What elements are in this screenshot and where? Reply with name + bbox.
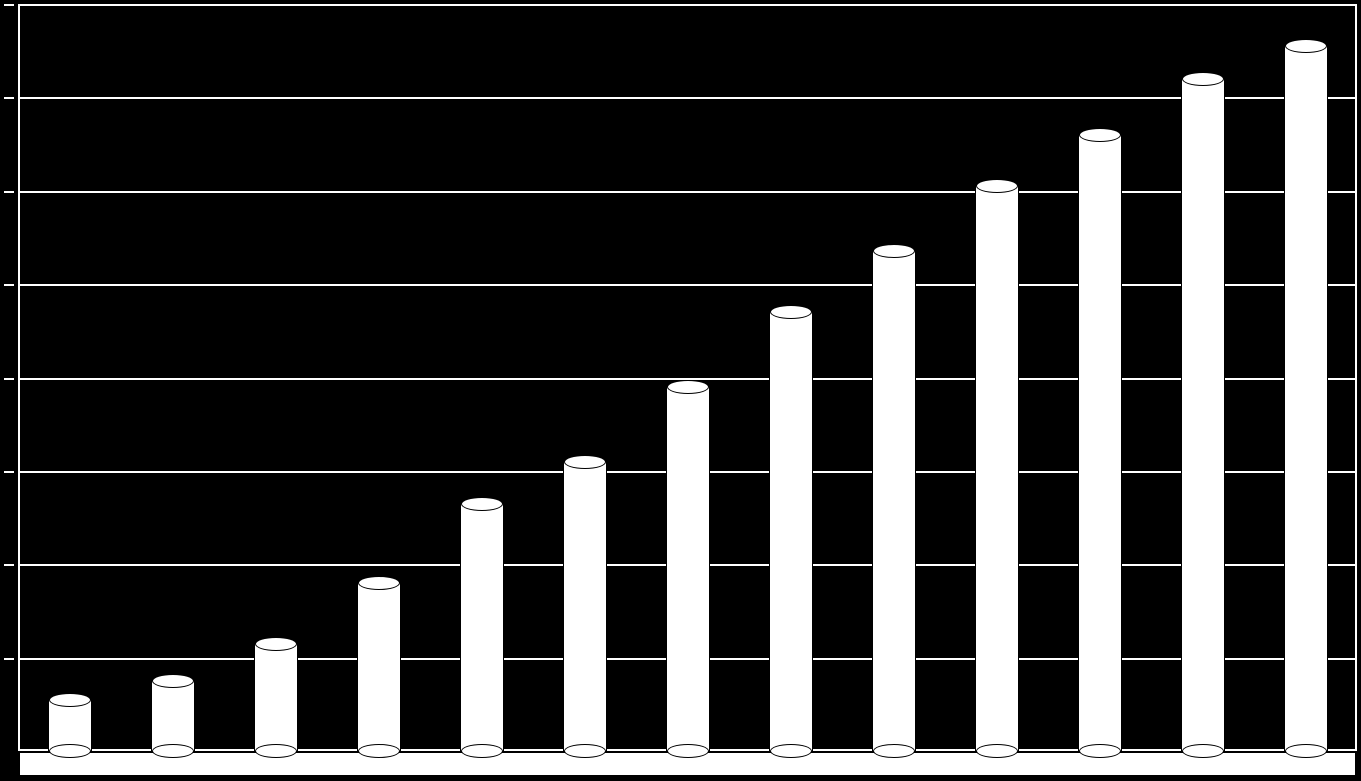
- bar-body: [151, 681, 195, 751]
- y-tick: [4, 191, 14, 193]
- bar-body: [1181, 79, 1225, 751]
- bar-base-ellipse: [873, 744, 915, 758]
- bar-body: [769, 312, 813, 751]
- bar: [842, 4, 945, 751]
- bar: [224, 4, 327, 751]
- bar-top-ellipse: [152, 674, 194, 688]
- bar: [1151, 4, 1254, 751]
- bar: [430, 4, 533, 751]
- bar-top-ellipse: [255, 637, 297, 651]
- bar-base-ellipse: [1285, 744, 1327, 758]
- y-tick: [4, 658, 14, 660]
- bar-base-ellipse: [1182, 744, 1224, 758]
- bar-top-ellipse: [873, 244, 915, 258]
- y-tick: [4, 471, 14, 473]
- bar-top-ellipse: [976, 179, 1018, 193]
- bar-body: [666, 387, 710, 751]
- y-tick: [4, 564, 14, 566]
- bar-top-ellipse: [461, 497, 503, 511]
- bar-body: [975, 186, 1019, 751]
- bar: [1254, 4, 1357, 751]
- bar-top-ellipse: [564, 455, 606, 469]
- bar-body: [460, 504, 504, 751]
- bar-base-ellipse: [461, 744, 503, 758]
- bar-base-ellipse: [1079, 744, 1121, 758]
- bar-base-ellipse: [152, 744, 194, 758]
- bar-body: [48, 700, 92, 751]
- bar: [636, 4, 739, 751]
- bar-body: [1078, 135, 1122, 751]
- bar: [1048, 4, 1151, 751]
- bar-top-ellipse: [1079, 128, 1121, 142]
- bar-base-ellipse: [255, 744, 297, 758]
- bar-top-ellipse: [49, 693, 91, 707]
- bar: [533, 4, 636, 751]
- bar-body: [872, 251, 916, 751]
- bar-base-ellipse: [358, 744, 400, 758]
- bar: [327, 4, 430, 751]
- bar-top-ellipse: [1285, 39, 1327, 53]
- bars-container: [18, 4, 1357, 751]
- bar-top-ellipse: [770, 305, 812, 319]
- bar: [739, 4, 842, 751]
- bar-top-ellipse: [358, 576, 400, 590]
- bar: [121, 4, 224, 751]
- bar-body: [254, 644, 298, 751]
- bar-base-ellipse: [770, 744, 812, 758]
- bar: [18, 4, 121, 751]
- y-tick: [4, 4, 14, 6]
- bar-body: [1284, 46, 1328, 751]
- bar-body: [563, 462, 607, 751]
- bar-top-ellipse: [667, 380, 709, 394]
- bar-chart: [0, 0, 1361, 781]
- bar-body: [357, 583, 401, 751]
- plot-area: [18, 4, 1357, 777]
- y-tick: [4, 97, 14, 99]
- y-tick: [4, 284, 14, 286]
- bar-top-ellipse: [1182, 72, 1224, 86]
- bar-base-ellipse: [564, 744, 606, 758]
- bar-base-ellipse: [976, 744, 1018, 758]
- y-tick: [4, 378, 14, 380]
- bar-base-ellipse: [49, 744, 91, 758]
- bar: [945, 4, 1048, 751]
- bar-base-ellipse: [667, 744, 709, 758]
